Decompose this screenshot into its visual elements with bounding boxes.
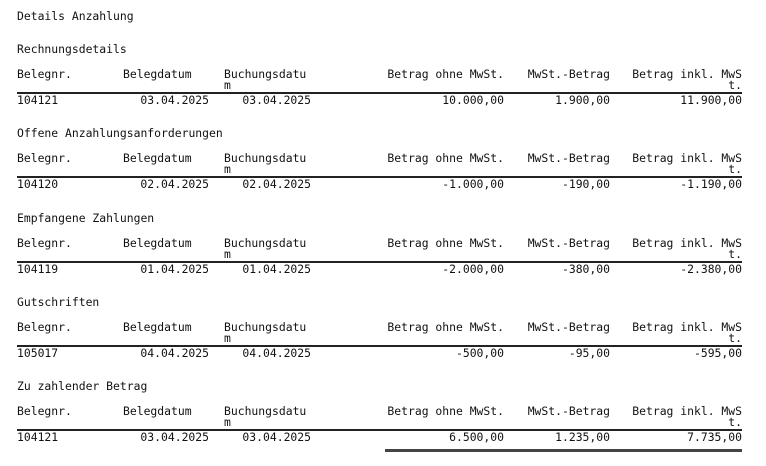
column-header-mwst-betrag: MwSt.-Betrag [527,151,610,165]
column-header-belegnr: Belegnr. [17,404,72,418]
header-divider [17,92,742,94]
section-zu-zahlender-betrag: Zu zahlender Betrag Belegnr. 104121 Belegda… [0,379,766,463]
cell-mwst-betrag: -190,00 [561,177,610,191]
column-header-betrag-ohne-mwst: Betrag ohne MwSt. [387,236,504,250]
cell-buchungsdatum: 03.04.2025 [242,430,311,444]
column-header-belegdatum: Belegdatum [123,320,192,334]
cell-belegnr: 105017 [17,346,59,360]
column-header-belegdatum: Belegdatum [123,236,192,250]
section-title: Rechnungsdetails [17,42,127,56]
cell-betrag-inkl-mwst: -2.380,00 [680,262,742,276]
cell-betrag-inkl-mwst: -1.190,00 [680,177,742,191]
column-header-betrag-inkl-mwst: Betrag inkl. MwSt. [632,67,742,92]
column-header-mwst-betrag: MwSt.-Betrag [527,67,610,81]
column-header-belegdatum: Belegdatum [123,67,192,81]
column-header-mwst-betrag: MwSt.-Betrag [527,404,610,418]
section-title: Zu zahlender Betrag [17,379,148,393]
cell-mwst-betrag: -380,00 [561,262,610,276]
column-header-betrag-inkl-mwst: Betrag inkl. MwSt. [632,404,742,429]
column-header-buchungsdatum: Buchungsdatum [224,67,307,92]
column-header-betrag-ohne-mwst: Betrag ohne MwSt. [387,320,504,334]
cell-belegdatum: 04.04.2025 [140,346,209,360]
cell-betrag-ohne-mwst: -500,00 [455,346,504,360]
total-underline [385,449,742,452]
column-header-betrag-ohne-mwst: Betrag ohne MwSt. [387,151,504,165]
cell-belegnr: 104119 [17,262,59,276]
column-header-betrag-inkl-mwst: Betrag inkl. MwSt. [632,320,742,345]
column-header-buchungsdatum: Buchungsdatum [224,320,307,345]
cell-betrag-ohne-mwst: -2.000,00 [442,262,504,276]
cell-betrag-inkl-mwst: -595,00 [693,346,742,360]
column-header-belegnr: Belegnr. [17,236,72,250]
cell-belegdatum: 02.04.2025 [140,177,209,191]
cell-mwst-betrag: -95,00 [568,346,610,360]
section-empfangene-zahlungen: Empfangene Zahlungen Belegnr. 104119 Belegd… [0,211,766,295]
column-header-belegdatum: Belegdatum [123,404,192,418]
column-header-belegnr: Belegnr. [17,320,72,334]
section-offene-anzahlungsanforderungen: Offene Anzahlungsanforderungen Belegnr. 10… [0,126,766,210]
column-header-betrag-inkl-mwst: Betrag inkl. MwSt. [632,151,742,176]
cell-mwst-betrag: 1.235,00 [555,430,610,444]
column-header-betrag-ohne-mwst: Betrag ohne MwSt. [387,67,504,81]
section-title: Empfangene Zahlungen [17,211,155,225]
header-divider [17,176,742,178]
cell-belegdatum: 03.04.2025 [140,430,209,444]
column-header-buchungsdatum: Buchungsdatum [224,236,307,261]
cell-mwst-betrag: 1.900,00 [555,93,610,107]
report-title: Details Anzahlung [17,9,134,23]
column-header-mwst-betrag: MwSt.-Betrag [527,236,610,250]
column-header-betrag-ohne-mwst: Betrag ohne MwSt. [387,404,504,418]
header-divider [17,429,742,431]
cell-buchungsdatum: 04.04.2025 [242,346,311,360]
column-header-belegnr: Belegnr. [17,67,72,81]
header-divider [17,261,742,263]
cell-buchungsdatum: 03.04.2025 [242,93,311,107]
cell-belegnr: 104121 [17,430,59,444]
cell-betrag-ohne-mwst: 10.000,00 [442,93,504,107]
cell-betrag-inkl-mwst: 11.900,00 [680,93,742,107]
cell-betrag-ohne-mwst: -1.000,00 [442,177,504,191]
section-title: Gutschriften [17,295,100,309]
cell-buchungsdatum: 01.04.2025 [242,262,311,276]
cell-betrag-inkl-mwst: 7.735,00 [687,430,742,444]
header-divider [17,345,742,347]
cell-betrag-ohne-mwst: 6.500,00 [449,430,504,444]
cell-belegnr: 104120 [17,177,59,191]
column-header-mwst-betrag: MwSt.-Betrag [527,320,610,334]
cell-belegdatum: 01.04.2025 [140,262,209,276]
section-gutschriften: Gutschriften Belegnr. 105017 Belegdatum 04.0… [0,295,766,379]
column-header-belegdatum: Belegdatum [123,151,192,165]
cell-belegnr: 104121 [17,93,59,107]
column-header-buchungsdatum: Buchungsdatum [224,404,307,429]
column-header-betrag-inkl-mwst: Betrag inkl. MwSt. [632,236,742,261]
cell-buchungsdatum: 02.04.2025 [242,177,311,191]
section-rechnungsdetails: Rechnungsdetails Belegnr. 104121 Belegdatum… [0,42,766,126]
column-header-buchungsdatum: Buchungsdatum [224,151,307,176]
cell-belegdatum: 03.04.2025 [140,93,209,107]
column-header-belegnr: Belegnr. [17,151,72,165]
section-title: Offene Anzahlungsanforderungen [17,126,223,140]
